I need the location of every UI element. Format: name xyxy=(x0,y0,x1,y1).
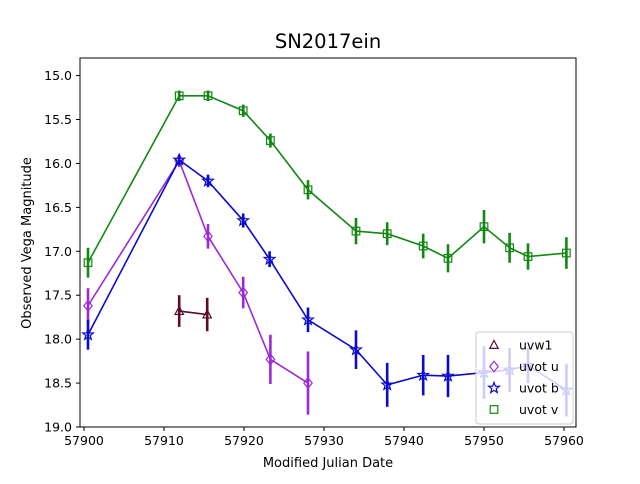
data-point xyxy=(236,213,251,227)
data-point xyxy=(202,308,213,319)
x-tick-label: 57940 xyxy=(384,433,424,448)
data-point xyxy=(351,226,361,236)
data-point xyxy=(380,377,395,391)
series-line xyxy=(87,159,309,384)
legend-entry: uvot u xyxy=(489,359,559,374)
legend-label: uvot v xyxy=(519,402,559,417)
series-uvot-v xyxy=(83,90,571,278)
y-axis-label: Observed Vega Magnitude xyxy=(20,157,35,329)
data-point xyxy=(174,154,185,167)
legend-entry: uvw1 xyxy=(488,338,553,353)
data-point xyxy=(561,248,571,258)
x-tick-label: 57950 xyxy=(464,433,504,448)
data-point xyxy=(348,342,364,356)
series-uvw1 xyxy=(174,295,213,332)
data-point xyxy=(203,230,213,243)
legend-label: uvot b xyxy=(519,381,559,396)
data-point xyxy=(238,286,249,299)
data-point xyxy=(440,368,456,382)
axes: 57900 57910 57920 57930 57940 57950 57960 15.0 1… xyxy=(44,57,584,448)
data-point xyxy=(443,253,453,263)
data-point xyxy=(83,258,93,268)
data-point xyxy=(303,185,313,195)
y-tick-label: 15.5 xyxy=(44,112,72,127)
x-tick-label: 57960 xyxy=(544,433,584,448)
data-point xyxy=(83,299,93,312)
data-point xyxy=(200,173,216,187)
legend-entry: uvot v xyxy=(489,402,559,417)
data-point xyxy=(266,136,275,145)
data-point xyxy=(505,243,514,253)
y-tick-label: 16.0 xyxy=(44,156,72,171)
legend-marker xyxy=(489,360,499,373)
data-point xyxy=(303,376,313,390)
y-tick-label: 18.0 xyxy=(44,332,72,347)
x-tick-label: 57920 xyxy=(224,433,264,448)
legend-label: uvw1 xyxy=(519,338,553,353)
legend-box xyxy=(475,331,574,425)
y-tick-label: 15.0 xyxy=(44,68,72,83)
series-line xyxy=(87,94,567,264)
data-point xyxy=(238,106,248,116)
data-point xyxy=(523,252,533,261)
data-point xyxy=(382,229,392,239)
data-point xyxy=(265,353,276,366)
x-axis-label: Modified Julian Date xyxy=(263,456,393,471)
data-point xyxy=(418,241,428,251)
data-point xyxy=(174,91,184,101)
data-point xyxy=(172,152,187,166)
data-point xyxy=(203,91,213,101)
data-point xyxy=(80,327,96,341)
plot-area xyxy=(80,90,574,417)
chart-title: SN2017ein xyxy=(275,30,381,53)
y-tick-label: 17.5 xyxy=(44,288,72,303)
legend-marker xyxy=(488,339,500,349)
series-uvot-u xyxy=(83,154,313,415)
legend-marker xyxy=(489,405,499,414)
y-tick-label: 16.5 xyxy=(44,200,72,215)
y-tick-label: 18.5 xyxy=(44,376,72,391)
data-point xyxy=(174,305,185,316)
plot-frame xyxy=(79,57,577,428)
legend-label: uvot u xyxy=(519,359,559,374)
data-point xyxy=(300,312,316,326)
legend-marker xyxy=(486,380,502,394)
x-tick-label: 57930 xyxy=(304,433,344,448)
legend: uvw1 uvot u uvot b uvot v xyxy=(475,331,574,425)
y-tick-label: 19.0 xyxy=(44,420,72,435)
data-point xyxy=(416,367,431,382)
data-point xyxy=(262,251,277,266)
series-line xyxy=(179,310,208,316)
x-tick-label: 57910 xyxy=(144,433,184,448)
y-tick-label: 17.0 xyxy=(44,244,72,259)
data-point xyxy=(479,222,489,232)
legend-entry: uvot b xyxy=(486,380,559,396)
x-tick-label: 57900 xyxy=(64,433,104,448)
